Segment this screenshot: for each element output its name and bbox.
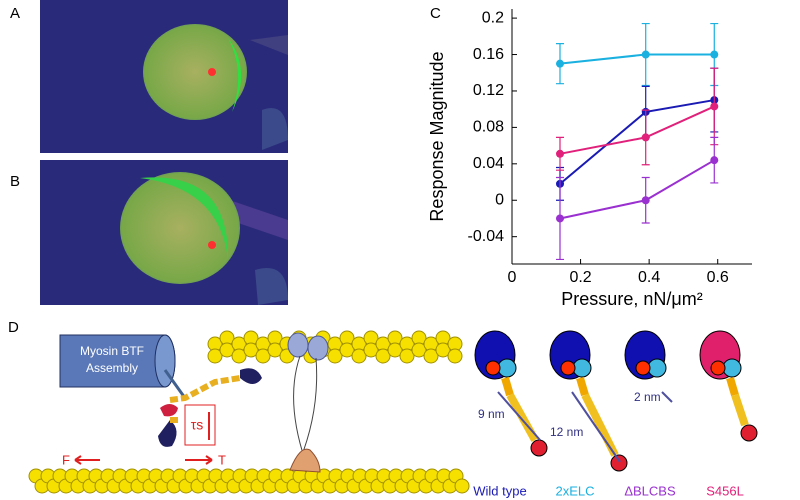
x-tick-label: 0.2 [569,269,591,286]
lever-arm [576,376,589,397]
photo-a [40,0,288,153]
lever-arm [726,376,739,397]
data-point [710,102,719,111]
data-point [710,50,719,59]
series-line [559,53,715,65]
series-line [559,99,715,185]
y-tick-label: 0.08 [473,119,504,136]
actin [411,342,427,358]
panel-label: B [10,173,20,190]
length-label: 2 nm [634,390,661,404]
actin [363,342,379,358]
tail [610,454,628,472]
panel-label: D [8,319,19,336]
lever-arm [581,393,619,457]
data-point [641,196,650,205]
series-line [559,159,715,220]
tail [740,424,758,442]
diagram-label: T [218,452,226,467]
actin [267,342,283,358]
x-axis-label: Pressure, nN/μm² [561,289,702,309]
actin [387,342,403,358]
elc [722,358,742,378]
actin [454,478,470,494]
actin [435,342,451,358]
actin [447,348,463,364]
rlc [635,360,651,376]
x-tick-label: 0.4 [638,269,660,286]
y-tick-label: 0 [495,191,504,208]
x-tick-label: 0.6 [707,269,729,286]
actin [351,348,367,364]
y-tick-label: 0.12 [473,82,504,99]
length-bar [497,391,541,441]
length-label: 12 nm [550,425,583,439]
actin [327,348,343,364]
length-bar [571,391,621,463]
y-tick-label: 0.16 [473,46,504,63]
y-tick-label: 0.04 [473,155,504,172]
actin [219,342,235,358]
diagram-label: F [62,452,70,467]
data-point [556,149,564,158]
legend-label: ΔBLCBS [624,483,676,498]
data-point [641,50,650,59]
legend-label: S456L [706,483,744,498]
actin [339,342,355,358]
actin [243,342,259,358]
actin [375,348,391,364]
diagram-label: Myosin BTF [80,344,144,358]
diagram-label: Assembly [86,361,138,375]
lever-arm [506,393,539,442]
rlc [485,360,501,376]
panel-label: A [10,5,20,22]
elc [572,358,592,378]
diagram [28,330,470,494]
actin [207,348,223,364]
length-label: 9 nm [478,407,505,421]
elc [647,358,667,378]
x-tick-label: 0 [508,269,517,286]
y-tick-label: -0.04 [468,228,505,245]
lever-arm [501,376,514,397]
data-point [710,156,719,165]
legend-label: 2xELC [555,483,594,498]
tail [530,439,548,457]
lever-arm [731,393,749,427]
myosin-models: Wild type 2xELC ΔBLCBS S456L [473,330,758,498]
data-point [556,214,564,223]
actin [423,348,439,364]
y-tick-label: 0.2 [482,9,504,26]
data-point [556,59,564,68]
actin [231,348,247,364]
photo-b [40,160,288,305]
data-point [641,133,650,142]
legend-label: Wild type [473,483,526,498]
panel-label: C [430,5,441,22]
y-axis-label: Response Magnitude [427,51,447,221]
rlc [560,360,576,376]
diagram-label: τs [191,417,204,433]
length-bar [661,391,673,403]
series-line [559,105,715,155]
elc [497,358,517,378]
actin [255,348,271,364]
rlc [710,360,726,376]
actin [399,348,415,364]
